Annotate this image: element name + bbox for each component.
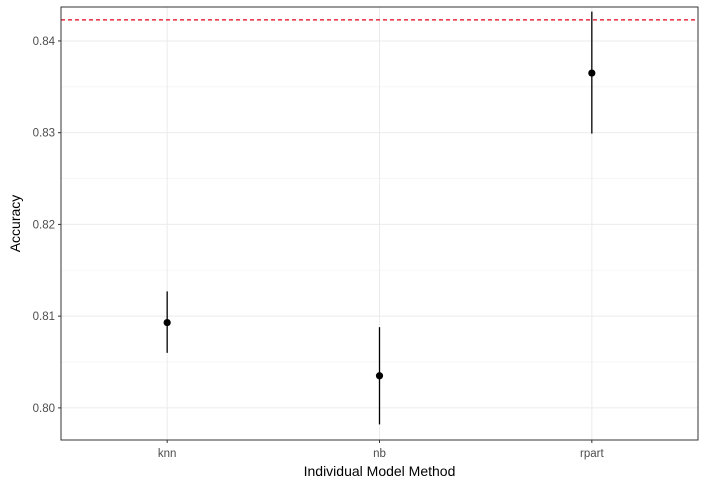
x-tick-label-rpart: rpart [580, 448, 604, 460]
y-tick-label: 0.80 [33, 403, 55, 415]
data-point-rpart [588, 69, 596, 77]
y-axis-ticks: 0.80 0.81 0.82 0.83 0.84 [33, 36, 61, 415]
data-points [163, 69, 596, 380]
data-point-knn [163, 318, 171, 327]
y-tick-label: 0.83 [33, 128, 55, 140]
y-axis-title: Accuracy [7, 195, 23, 253]
data-point-nb [375, 372, 384, 380]
y-tick-label: 0.82 [33, 219, 55, 231]
x-tick-label-nb: nb [373, 448, 386, 460]
y-tick-label: 0.84 [33, 36, 56, 48]
x-tick-label-knn: knn [158, 448, 177, 460]
x-axis-ticks: knn nb rpart [158, 440, 604, 460]
y-tick-label: 0.81 [33, 311, 55, 323]
x-axis-title: Individual Model Method [304, 463, 456, 479]
